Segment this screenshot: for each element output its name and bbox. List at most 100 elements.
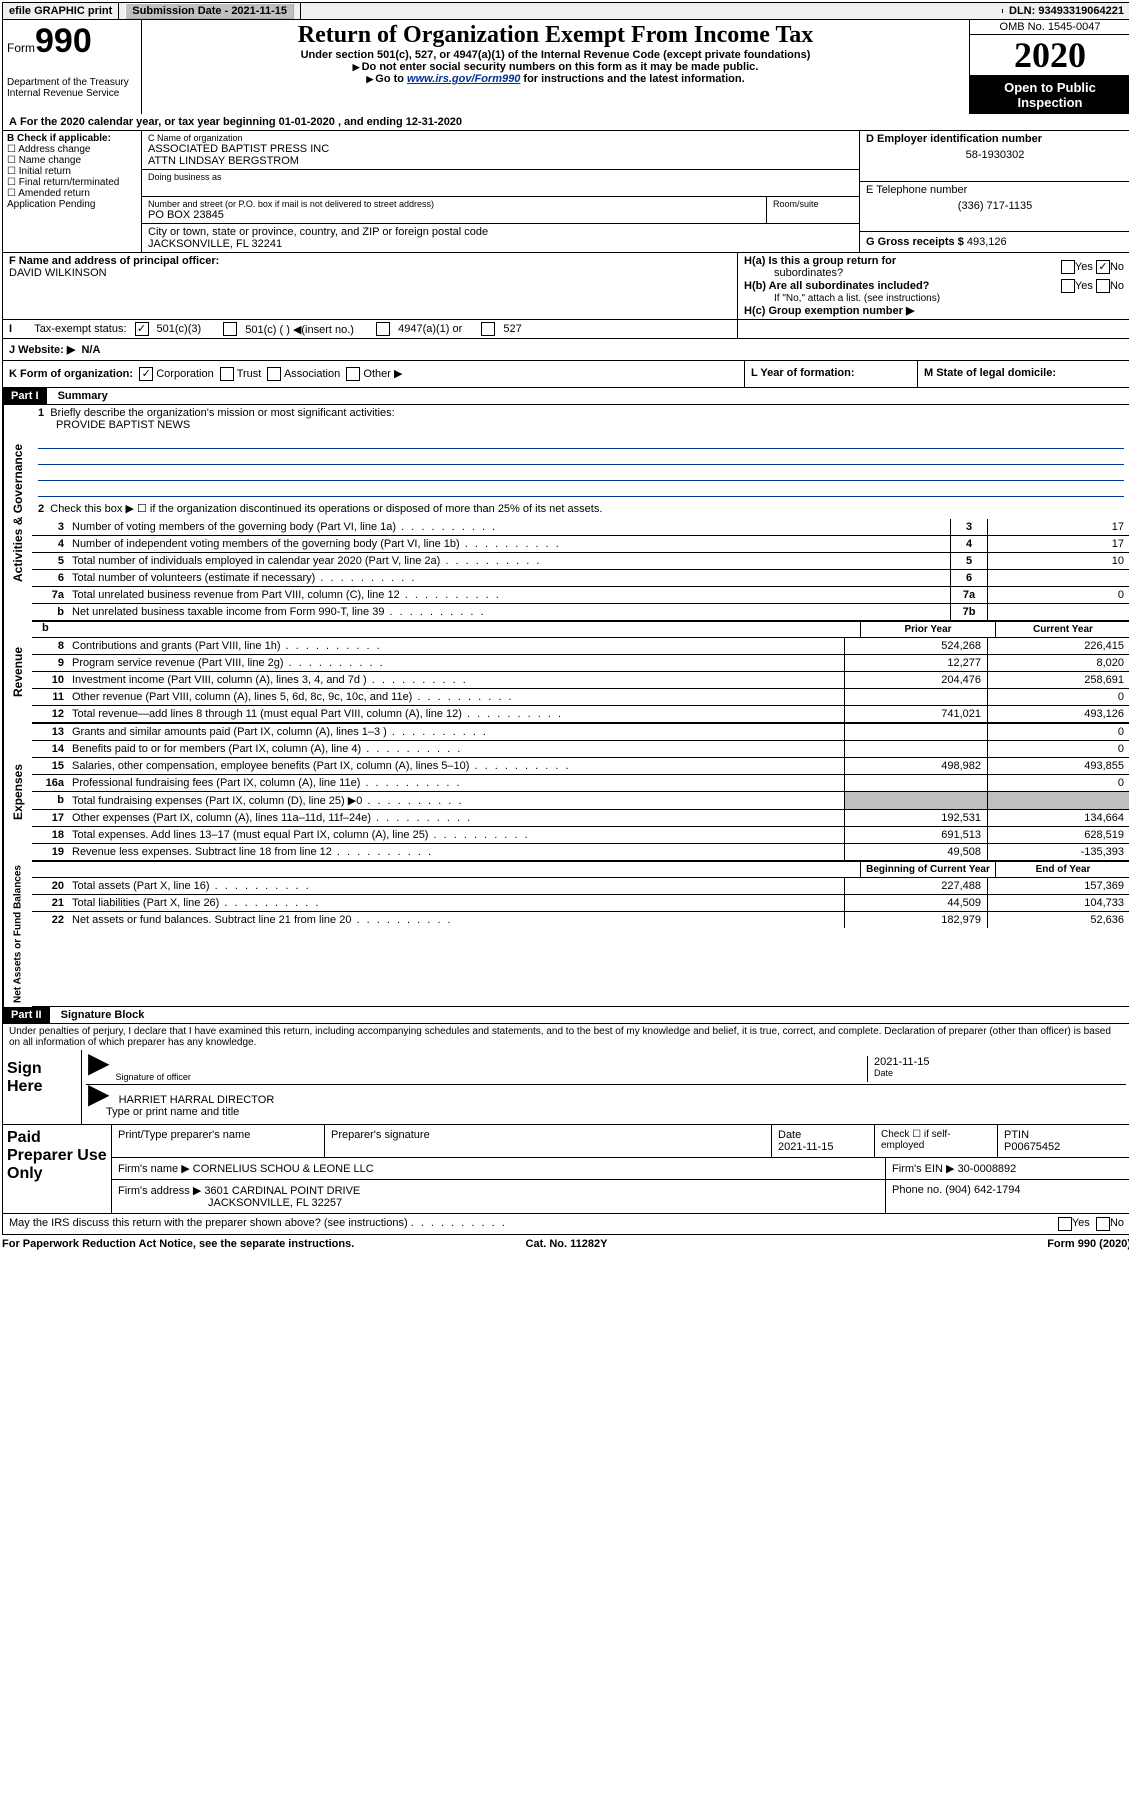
discuss-no[interactable] — [1096, 1217, 1110, 1231]
line-klm: K Form of organization: ✓ Corporation Tr… — [2, 361, 1129, 388]
row-desc: Benefits paid to or for members (Part IX… — [68, 741, 844, 757]
row-curr: 0 — [987, 724, 1129, 740]
cb-app-pending[interactable]: Application Pending — [7, 199, 137, 210]
part1-title: Summary — [50, 388, 116, 404]
row-curr: 157,369 — [987, 878, 1129, 894]
row-num: 7a — [32, 587, 68, 603]
row-val: 17 — [987, 536, 1129, 552]
row-prior: 227,488 — [844, 878, 987, 894]
website-value: N/A — [81, 344, 100, 356]
row-num: 10 — [32, 672, 68, 688]
gov-row: 6Total number of volunteers (estimate if… — [32, 569, 1129, 586]
cb-4947[interactable] — [376, 322, 390, 336]
row-val: 17 — [987, 519, 1129, 535]
cb-corp[interactable]: ✓ — [139, 367, 153, 381]
row-num: 16a — [32, 775, 68, 791]
cb-527[interactable] — [481, 322, 495, 336]
q2-text: Check this box ▶ ☐ if the organization d… — [50, 503, 602, 515]
cb-other[interactable] — [346, 367, 360, 381]
table-row: 18Total expenses. Add lines 13–17 (must … — [32, 826, 1129, 843]
row-curr: 134,664 — [987, 810, 1129, 826]
dln: DLN: 93493319064221 — [1003, 3, 1129, 19]
row-curr: 628,519 — [987, 827, 1129, 843]
city-value: JACKSONVILLE, FL 32241 — [148, 238, 853, 250]
cb-501c[interactable] — [223, 322, 237, 336]
efile-label: efile GRAPHIC print — [3, 3, 119, 19]
cb-amended-return[interactable]: Amended return — [7, 188, 137, 199]
row-val: 10 — [987, 553, 1129, 569]
row-prior: 691,513 — [844, 827, 987, 843]
row-prior: 204,476 — [844, 672, 987, 688]
sign-arrow-icon: ▶ — [88, 1078, 116, 1109]
form-header: Form990 Department of the Treasury Inter… — [2, 20, 1129, 114]
gross-receipts-label: G Gross receipts $ — [866, 236, 964, 248]
box-deg: D Employer identification number 58-1930… — [859, 131, 1129, 252]
row-curr: 226,415 — [987, 638, 1129, 654]
row-fh: F Name and address of principal officer:… — [2, 253, 1129, 320]
mission-line — [38, 450, 1124, 465]
hb-yes[interactable] — [1061, 279, 1075, 293]
preparer-section: Paid Preparer Use Only Print/Type prepar… — [2, 1125, 1129, 1214]
row-num: 18 — [32, 827, 68, 843]
mission-text: PROVIDE BAPTIST NEWS — [56, 419, 190, 431]
ein-value: 58-1930302 — [866, 145, 1124, 165]
hb-no[interactable] — [1096, 279, 1110, 293]
cb-address-change[interactable]: Address change — [7, 144, 137, 155]
phone-value: (336) 717-1135 — [866, 196, 1124, 216]
discuss-yes[interactable] — [1058, 1217, 1072, 1231]
prep-col2: Preparer's signature — [331, 1129, 765, 1141]
table-row: 14Benefits paid to or for members (Part … — [32, 740, 1129, 757]
row-box: 4 — [950, 536, 987, 552]
sig-officer-label: Signature of officer — [116, 1072, 867, 1082]
ha-yes[interactable] — [1061, 260, 1075, 274]
sign-here-section: Sign Here ▶ Signature of officer 2021-11… — [2, 1050, 1129, 1125]
firm-name: CORNELIUS SCHOU & LEONE LLC — [193, 1163, 374, 1175]
row-prior: 12,277 — [844, 655, 987, 671]
row-prior — [844, 792, 987, 809]
cb-final-return[interactable]: Final return/terminated — [7, 177, 137, 188]
form-title: Return of Organization Exempt From Incom… — [148, 22, 963, 49]
line-a: A For the 2020 calendar year, or tax yea… — [2, 114, 1129, 131]
part1-header-row: Part I Summary — [2, 388, 1129, 405]
col-current-year: Current Year — [995, 622, 1129, 637]
firm-phone: (904) 642-1794 — [945, 1184, 1020, 1196]
table-row: 22Net assets or fund balances. Subtract … — [32, 911, 1129, 928]
row-prior: 192,531 — [844, 810, 987, 826]
row-desc: Number of voting members of the governin… — [68, 519, 950, 535]
firm-addr2: JACKSONVILLE, FL 32257 — [208, 1197, 342, 1209]
cb-name-change[interactable]: Name change — [7, 155, 137, 166]
cb-assoc[interactable] — [267, 367, 281, 381]
form-prefix: Form — [7, 41, 35, 55]
street-value: PO BOX 23845 — [148, 209, 760, 221]
discuss-question: May the IRS discuss this return with the… — [9, 1217, 408, 1229]
row-desc: Professional fundraising fees (Part IX, … — [68, 775, 844, 791]
cb-initial-return[interactable]: Initial return — [7, 166, 137, 177]
table-row: 10Investment income (Part VIII, column (… — [32, 671, 1129, 688]
col-prior-year: Prior Year — [860, 622, 995, 637]
box-h-continued — [738, 320, 1129, 338]
form-subtitle: Under section 501(c), 527, or 4947(a)(1)… — [148, 49, 963, 61]
submission-date: Submission Date - 2021-11-15 — [119, 3, 301, 19]
part2-header-row: Part II Signature Block — [2, 1007, 1129, 1024]
row-desc: Number of independent voting members of … — [68, 536, 950, 552]
city-label: City or town, state or province, country… — [148, 226, 853, 238]
dept-treasury: Department of the Treasury — [7, 77, 137, 88]
part1-net-section: Net Assets or Fund Balances Beginning of… — [2, 861, 1129, 1007]
cb-trust[interactable] — [220, 367, 234, 381]
form990-link[interactable]: www.irs.gov/Form990 — [407, 73, 520, 85]
row-desc: Total revenue—add lines 8 through 11 (mu… — [68, 706, 844, 722]
table-row: 13Grants and similar amounts paid (Part … — [32, 723, 1129, 740]
row-curr: 0 — [987, 741, 1129, 757]
ein-label: D Employer identification number — [866, 133, 1042, 145]
row-val: 0 — [987, 587, 1129, 603]
cb-501c3[interactable]: ✓ — [135, 322, 149, 336]
row-curr: 8,020 — [987, 655, 1129, 671]
mission-line — [38, 434, 1124, 449]
row-box: 7b — [950, 604, 987, 620]
hc-label: H(c) Group exemption number ▶ — [744, 305, 914, 317]
row-prior — [844, 724, 987, 740]
prep-self-emp[interactable]: Check ☐ if self-employed — [875, 1125, 998, 1157]
row-desc: Revenue less expenses. Subtract line 18 … — [68, 844, 844, 860]
part2-badge: Part II — [3, 1007, 50, 1023]
ha-no[interactable]: ✓ — [1096, 260, 1110, 274]
